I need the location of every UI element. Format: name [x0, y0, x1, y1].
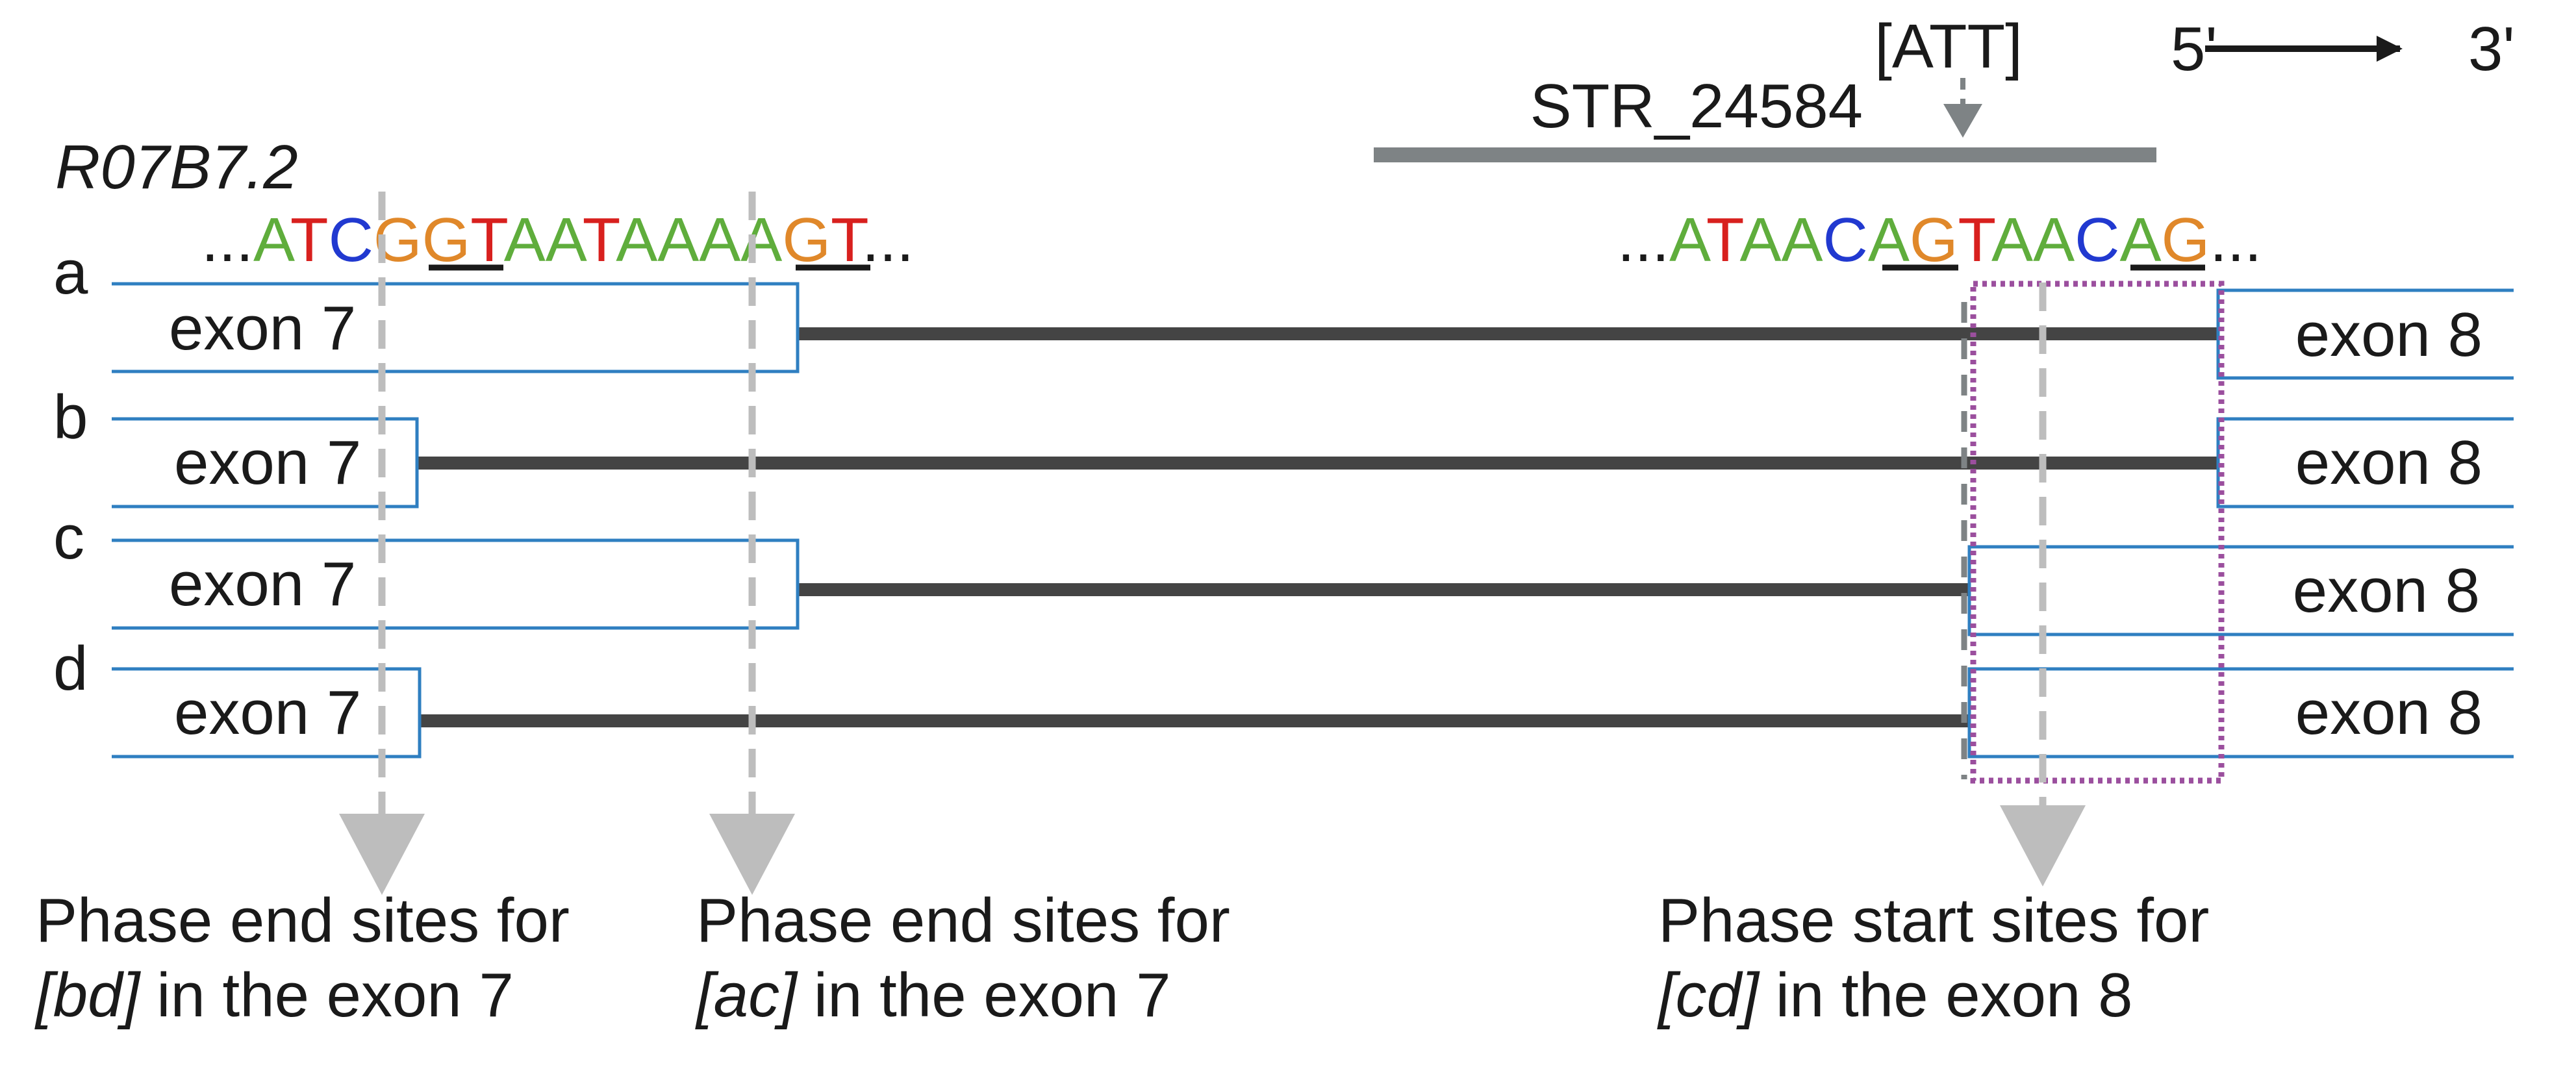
exon-7-box — [112, 282, 800, 373]
nucleotide-g: G — [1910, 205, 1958, 275]
caption-cd-line1: Phase start sites for — [1658, 886, 2209, 955]
caption-bd: Phase end sites for [bd] in the exon 7 — [34, 886, 570, 1030]
caption-bd-line1: Phase end sites for — [36, 886, 570, 955]
nucleotide-a: A — [1739, 205, 1781, 275]
repeat-name-label: STR_24584 — [1530, 71, 1863, 141]
nucleotide-a: A — [616, 205, 657, 275]
caption-ac: Phase end sites for [ac] in the exon 7 — [695, 886, 1230, 1030]
row-label-d: d — [53, 634, 88, 703]
transcript-row-a: exon 7 exon 8 — [112, 282, 2514, 380]
transcript-row-d: exon 7 exon 8 — [112, 667, 2514, 759]
exon-8-box — [1967, 667, 2514, 759]
sequence-prefix: ... — [201, 205, 253, 275]
exon-8-box — [2216, 288, 2514, 380]
guide-bd — [339, 192, 425, 895]
nucleotide-a: A — [657, 205, 699, 275]
gene-name: R07B7.2 — [55, 132, 298, 202]
sequence-right: ...ATAACAGTAACAG... — [1617, 205, 2262, 275]
sequence-left: ...ATCGGTAATAAAAGT... — [201, 205, 914, 275]
caption-cd: Phase start sites for [cd] in the exon 8 — [1657, 886, 2209, 1030]
exon-7-label: exon 7 — [174, 678, 361, 747]
exon-7-label: exon 7 — [174, 428, 361, 497]
nucleotide-a: A — [2119, 205, 2161, 275]
repeat-bar — [1374, 147, 2156, 162]
sequence-prefix: ... — [1617, 205, 1669, 275]
sequence-suffix: ... — [2210, 205, 2262, 275]
row-label-c: c — [53, 503, 84, 572]
exon-7-label: exon 7 — [169, 549, 356, 619]
nucleotide-t: T — [470, 205, 507, 275]
nucleotide-a: A — [1669, 205, 1711, 275]
guide-ac — [709, 192, 795, 895]
guide-arrow-bd-icon — [339, 814, 425, 895]
nucleotide-a: A — [504, 205, 546, 275]
transcript-row-b: exon 7 exon 8 — [112, 417, 2514, 508]
nucleotide-t: T — [831, 205, 868, 275]
caption-ac-line2: [ac] in the exon 7 — [695, 960, 1170, 1030]
sequence-suffix: ... — [862, 205, 914, 275]
row-label-a: a — [53, 238, 88, 307]
exon-8-box — [1967, 545, 2514, 636]
exon-8-label: exon 8 — [2295, 300, 2482, 370]
nucleotide-c: C — [329, 205, 373, 275]
nucleotide-g: G — [422, 205, 471, 275]
nucleotide-g: G — [782, 205, 831, 275]
caption-ac-line1: Phase end sites for — [696, 886, 1230, 955]
nucleotide-a: A — [1781, 205, 1823, 275]
repeat-motif-label: [ATT] — [1875, 12, 2023, 81]
exon-7-box — [112, 417, 419, 508]
exon-8-label: exon 8 — [2295, 428, 2482, 497]
nucleotide-t: T — [1958, 205, 1995, 275]
repeat-pointer-arrow-icon — [1943, 104, 1982, 138]
exon-8-box — [2216, 417, 2514, 508]
guide-cd — [2000, 282, 2086, 886]
nucleotide-a: A — [2033, 205, 2075, 275]
exon-7-label: exon 7 — [169, 294, 356, 363]
nucleotide-a: A — [253, 205, 295, 275]
nucleotide-c: C — [1823, 205, 1868, 275]
exon-7-box — [112, 667, 422, 759]
guide-arrow-cd-icon — [2000, 805, 2086, 886]
guide-arrow-ac-icon — [709, 814, 795, 895]
direction-indicator: 5' 3' — [2171, 14, 2515, 84]
row-label-b: b — [53, 383, 88, 452]
nucleotide-a: A — [1991, 205, 2033, 275]
caption-cd-line2: [cd] in the exon 8 — [1657, 960, 2132, 1030]
nucleotide-a: A — [699, 205, 740, 275]
nucleotide-a: A — [740, 205, 782, 275]
nucleotide-t: T — [290, 205, 329, 275]
nucleotide-t: T — [583, 205, 620, 275]
nucleotide-a: A — [546, 205, 587, 275]
str-annotation: [ATT] STR_24584 — [1374, 12, 2156, 162]
nucleotide-a: A — [1868, 205, 1910, 275]
nucleotide-c: C — [2075, 205, 2119, 275]
exon-7-box — [112, 538, 800, 630]
caption-bd-line2: [bd] in the exon 7 — [34, 960, 514, 1030]
nucleotide-g: G — [2161, 205, 2210, 275]
exon-8-label: exon 8 — [2295, 678, 2482, 747]
three-prime-label: 3' — [2468, 14, 2515, 84]
nucleotide-t: T — [1706, 205, 1743, 275]
exon-8-label: exon 8 — [2293, 556, 2480, 625]
transcript-row-c: exon 7 exon 8 — [112, 538, 2514, 636]
